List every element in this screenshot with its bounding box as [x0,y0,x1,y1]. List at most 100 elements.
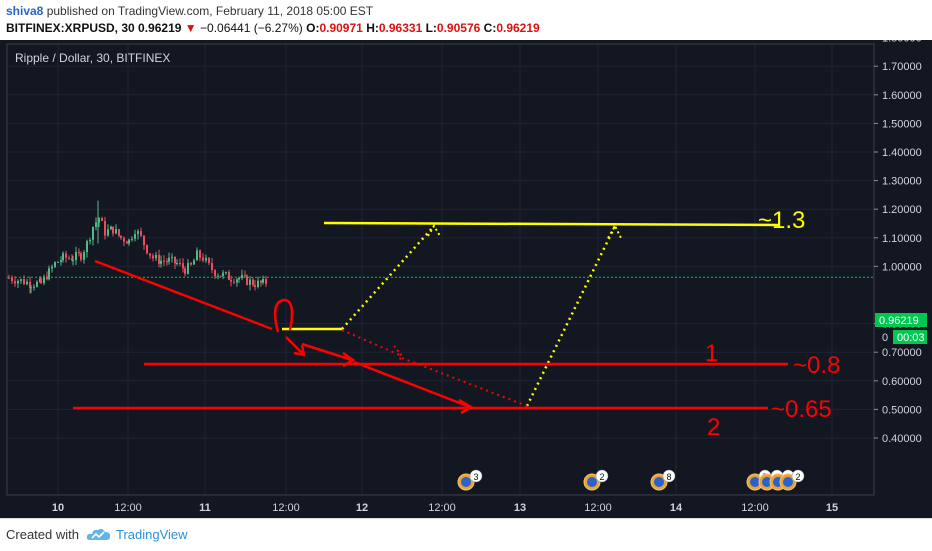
candle-body [152,255,154,259]
candle-body [199,250,201,258]
x-tick-label: 10 [52,502,64,514]
x-tick-label: 14 [670,502,683,514]
y-tick-label: 1.30000 [882,176,922,188]
symbol-name: BITFINEX:XRPUSD, 30 [6,21,135,35]
price-chart[interactable]: Ripple / Dollar, 30, BITFINEX ~1.3 ~0.8 … [0,40,932,518]
annotation-level-1-3: ~1.3 [758,207,805,234]
dotted-path [525,225,617,407]
candle-body [60,260,62,262]
candle-body [146,244,148,254]
y-tick-label: 1.80000 [882,40,922,45]
candle-body [11,277,13,282]
candle-body [265,278,267,284]
candle-body [211,263,213,271]
y-tick-label: 0.60000 [882,376,922,388]
tradingview-link[interactable]: TradingView [116,527,188,542]
last-price: 0.96219 [138,21,182,35]
candle-body [104,220,106,236]
y-tick-label: 1.00000 [882,261,922,273]
candle-body [158,254,160,264]
event-flag-inner [783,477,793,487]
x-tick-label: 12:00 [428,502,456,514]
candle-body [112,226,114,234]
candle-body [176,262,178,264]
x-tick-label: 11 [199,502,211,514]
y-tick-label: 0.40000 [882,433,922,445]
chart-area[interactable]: Ripple / Dollar, 30, BITFINEX ~1.3 ~0.8 … [0,40,932,518]
close-label: C: [483,21,497,35]
dotted-red-path [341,329,403,357]
candle-body [8,277,10,279]
candle-body [14,281,16,284]
arrow-line [353,360,471,409]
candle-body [20,279,22,281]
symbol-line: BITFINEX:XRPUSD, 30 0.96219 ▼ −0.06441 (… [6,21,540,35]
candle-body [128,239,130,244]
y-tick-label: 0.70000 [882,347,922,359]
event-flag-inner [587,477,597,487]
event-count-bg [662,469,676,483]
dotted-arrowhead [427,224,441,237]
candle-body [236,279,238,283]
event-count-bg [791,469,805,483]
candle-body [171,256,173,258]
candle-body [225,272,227,274]
breakout-loop [273,298,294,333]
y-tick-label: 1.70000 [882,61,922,73]
x-tick-label: 12 [356,502,368,514]
trendline [94,259,273,331]
chart-title: Ripple / Dollar, 30, BITFINEX [15,51,170,65]
candle-body [62,253,64,261]
event-count-bg [595,469,609,483]
arrowhead [293,344,306,357]
candle-body [230,279,232,282]
candle-body [120,235,122,238]
candle-body [40,278,42,284]
candle-body [26,281,28,285]
candle-body [95,222,97,227]
chart-header: shiva8 published on TradingView.com, Feb… [0,0,932,40]
countdown-bg [893,330,927,344]
candle-body [75,252,77,261]
price-tags: 0.96219 0 00:03 [875,313,927,344]
candle-body [80,253,82,260]
candle-body [131,238,133,240]
candle-body [252,279,254,286]
countdown-label: 00:03 [897,332,925,344]
candle-body [155,254,157,259]
x-tick-label: 15 [826,502,838,514]
candle-body [196,250,198,261]
candle-body [205,258,207,261]
candle-body [51,266,53,269]
x-tick-label: 12:00 [114,502,142,514]
x-tick-label: 12:00 [584,502,612,514]
y-tick-label: 1.50000 [882,118,922,130]
candle-body [202,257,204,261]
tradingview-cloud-icon [86,528,111,540]
close-value: 0.96219 [496,21,540,35]
candle-body [36,281,38,287]
y-tick-label: 0.50000 [882,404,922,416]
event-count: 2 [795,472,800,482]
candle-body [257,280,259,287]
candle-body [182,263,184,269]
candle-body [83,252,85,260]
y-tick-label: 1.10000 [882,233,922,245]
candle-body [220,275,222,277]
candle-body [48,268,50,280]
published-text: published on TradingView.com, February 1… [43,4,374,18]
candle-body [241,275,243,278]
event-count-bg [469,469,483,483]
candle-body [126,241,128,244]
candle-body [168,257,170,262]
arrowhead [342,351,356,368]
high-label: H: [366,21,379,35]
dotted-red-path [401,357,528,407]
y-tick-label: 1.60000 [882,90,922,102]
x-axis: 10 12:00 11 12:00 12 12:00 13 12:00 14 12:00 15 [52,502,838,514]
event-count: 8 [666,472,671,482]
high-value: 0.96331 [378,21,423,35]
level-line-1-3 [323,221,779,227]
candle-body [222,272,224,276]
author-link[interactable]: shiva8 [6,4,44,18]
